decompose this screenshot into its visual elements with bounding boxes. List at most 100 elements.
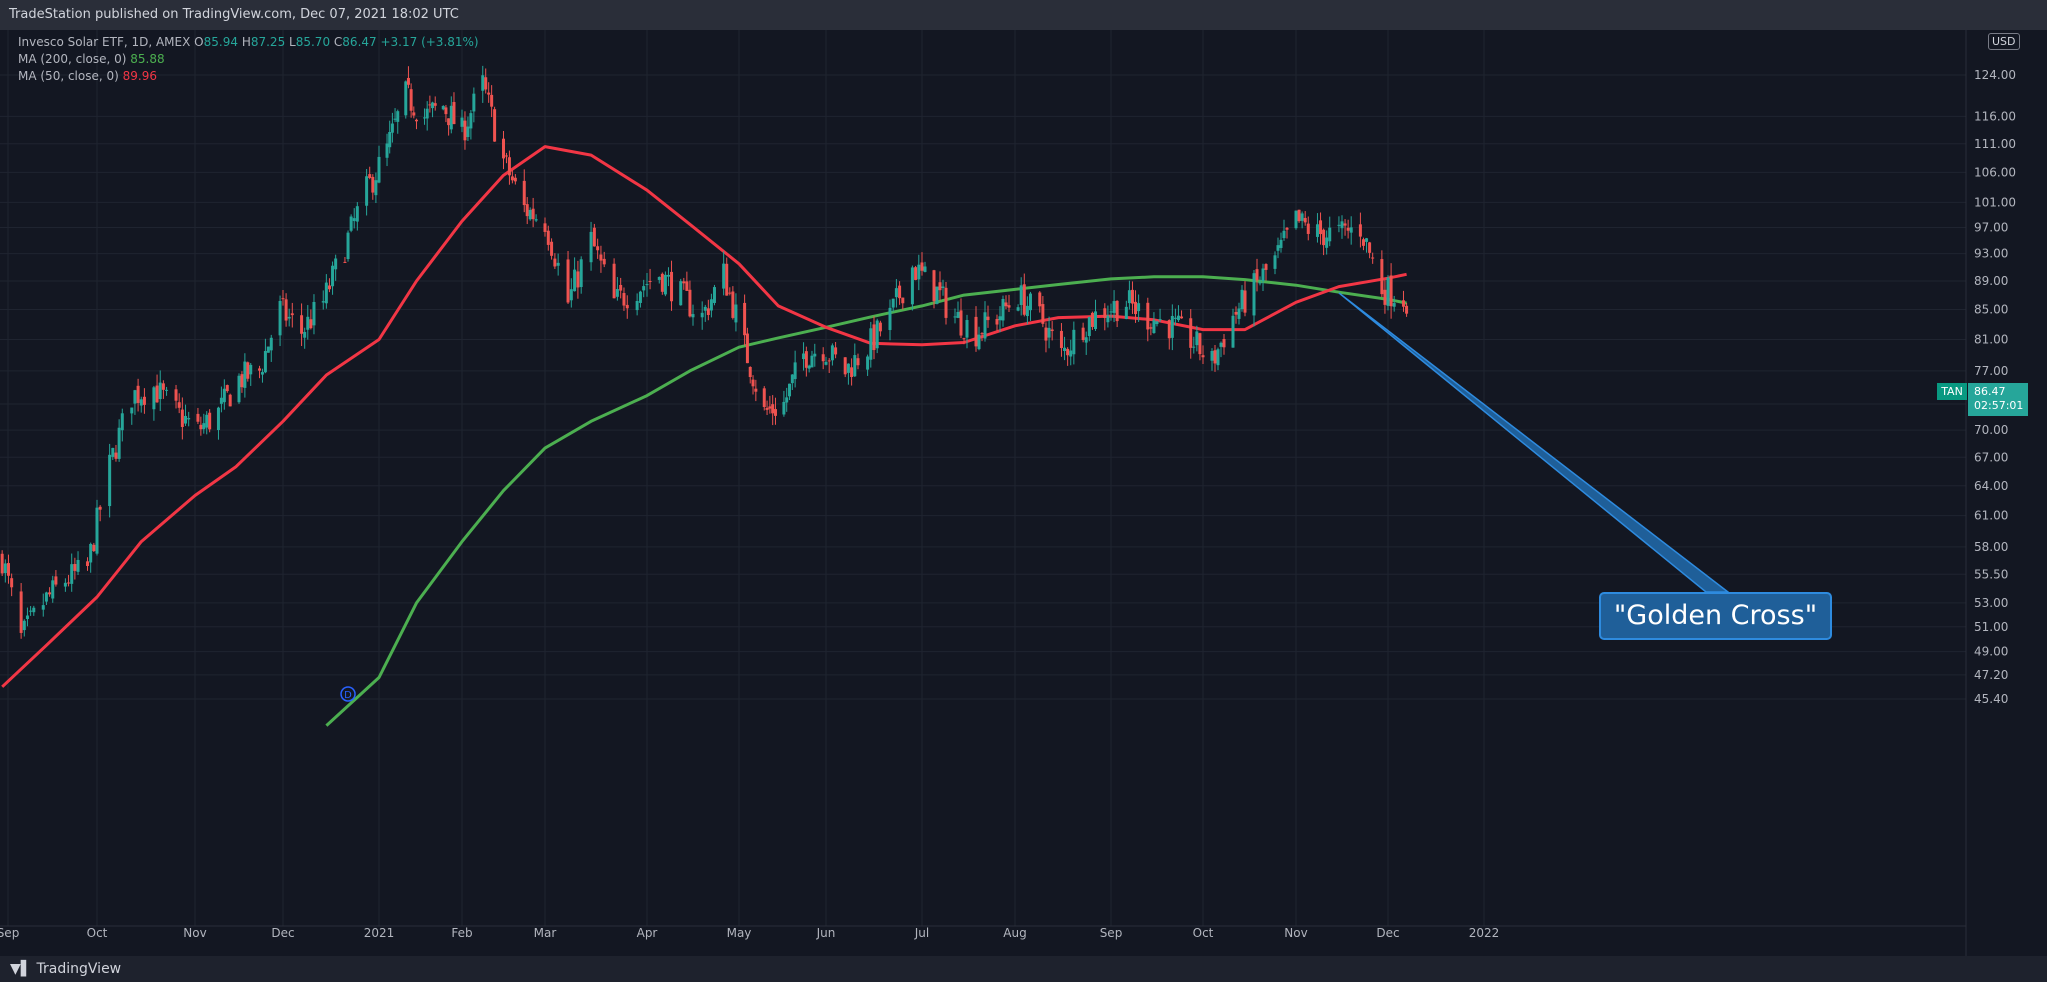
- candle-body: [287, 316, 291, 319]
- candle-body: [1152, 320, 1156, 333]
- price-tick-label: 89.00: [1974, 274, 2008, 288]
- candle-body: [165, 389, 169, 391]
- ma50-legend[interactable]: MA (50, close, 0) 89.96: [18, 69, 157, 83]
- open-label: O: [194, 35, 204, 49]
- candle-body: [70, 564, 74, 584]
- candle-body: [346, 232, 350, 260]
- price-tick-label: 55.50: [1974, 567, 2008, 581]
- candle-body: [956, 311, 960, 318]
- candle-body: [155, 385, 159, 403]
- candle-body: [1004, 302, 1008, 307]
- candle-body: [599, 254, 603, 261]
- candle-body: [95, 507, 99, 554]
- last-price: 86.47: [1974, 385, 2006, 398]
- candle-body: [1149, 327, 1153, 329]
- open-value: 85.94: [203, 35, 238, 49]
- candle-body: [682, 281, 686, 284]
- price-tick-label: 97.00: [1974, 221, 2008, 235]
- candle-body: [196, 413, 200, 422]
- symbol-title: Invesco Solar ETF, 1D, AMEX: [18, 35, 191, 49]
- candle-body: [531, 208, 535, 220]
- candle-body: [1103, 308, 1107, 318]
- candle-body: [98, 506, 102, 510]
- candle-body: [550, 241, 554, 256]
- candle-body: [1090, 312, 1094, 327]
- candle-body: [67, 582, 71, 584]
- dividend-marker[interactable]: D: [340, 686, 356, 702]
- candle-body: [691, 314, 695, 318]
- candle-body: [768, 406, 772, 409]
- candle-body: [406, 77, 410, 85]
- golden-cross-callout[interactable]: "Golden Cross": [1599, 592, 1832, 640]
- candle-body: [660, 273, 664, 292]
- candle-body: [1069, 350, 1073, 357]
- price-tick-label: 51.00: [1974, 620, 2008, 634]
- candle-body: [810, 355, 814, 368]
- price-chart[interactable]: D 45.40 47.20 49.00 51.00 53.00 55.50 58.00 61.…: [0, 30, 2047, 956]
- candle-body: [576, 271, 580, 288]
- candle-body: [1243, 290, 1247, 313]
- candle-body: [466, 126, 470, 138]
- candle-body: [813, 353, 817, 357]
- candle-body: [1201, 355, 1205, 358]
- candle-body: [1322, 229, 1326, 246]
- candle-body: [1173, 317, 1177, 319]
- candle-body: [1258, 282, 1262, 284]
- candle-body: [513, 177, 517, 182]
- candle-body: [998, 316, 1002, 321]
- candle-body: [1328, 227, 1332, 242]
- time-axis[interactable]: Sep Oct Nov Dec 2021 Feb Mar Apr May Jun Jul Aug Sep…: [0, 926, 1499, 940]
- candle-body: [331, 265, 335, 287]
- candle-body: [300, 315, 304, 334]
- candle-body: [1325, 237, 1329, 248]
- ma200-legend[interactable]: MA (200, close, 0) 85.88: [18, 52, 165, 66]
- candle-body: [619, 284, 623, 291]
- ma50-label: MA (50, close, 0): [18, 69, 119, 83]
- candle-body: [355, 206, 359, 222]
- candle-body: [1050, 329, 1054, 332]
- footer-bar: ▼▌ TradingView: [0, 956, 2047, 982]
- candle-body: [180, 409, 184, 427]
- candle-body: [423, 117, 427, 119]
- candle-body: [748, 366, 752, 378]
- candle-body: [1158, 319, 1162, 321]
- candle-body: [1001, 298, 1005, 321]
- candle-body: [935, 286, 939, 304]
- candle-body: [433, 103, 437, 106]
- candle-body: [1044, 327, 1048, 341]
- candle-body: [1300, 213, 1304, 221]
- candle-body: [602, 258, 606, 265]
- candle-body: [974, 316, 978, 347]
- candle-body: [596, 246, 600, 251]
- price-tick-label: 77.00: [1974, 364, 2008, 378]
- candle-body: [510, 176, 514, 181]
- candle-body: [269, 337, 273, 351]
- ma50-value: 89.96: [122, 69, 157, 83]
- candle-body: [184, 415, 188, 424]
- candle-body: [312, 301, 316, 326]
- price-tick-label: 70.00: [1974, 423, 2008, 437]
- candle-body: [472, 93, 476, 112]
- tradingview-logo[interactable]: ▼▌ TradingView: [10, 961, 121, 977]
- currency-badge[interactable]: USD: [1988, 33, 2020, 50]
- candle-body: [1337, 224, 1341, 226]
- candle-body: [1380, 259, 1384, 295]
- candle-body: [959, 310, 963, 336]
- candle-body: [1038, 292, 1042, 307]
- candle-body: [579, 259, 583, 288]
- candle-body: [1389, 275, 1393, 307]
- candle-body: [1371, 257, 1375, 259]
- candle-body: [1019, 285, 1023, 306]
- candle-body: [368, 174, 372, 178]
- candle-body: [910, 267, 914, 305]
- candle-body: [352, 218, 356, 222]
- candle-body: [543, 223, 547, 232]
- candle-body: [914, 267, 918, 280]
- candle-body: [1349, 227, 1353, 233]
- dividend-marker-circle: [340, 686, 356, 702]
- candle-body: [788, 383, 792, 397]
- candle-body: [1192, 346, 1196, 348]
- candle-body: [504, 155, 508, 157]
- price-tick-label: 58.00: [1974, 540, 2008, 554]
- candle-body: [901, 297, 905, 304]
